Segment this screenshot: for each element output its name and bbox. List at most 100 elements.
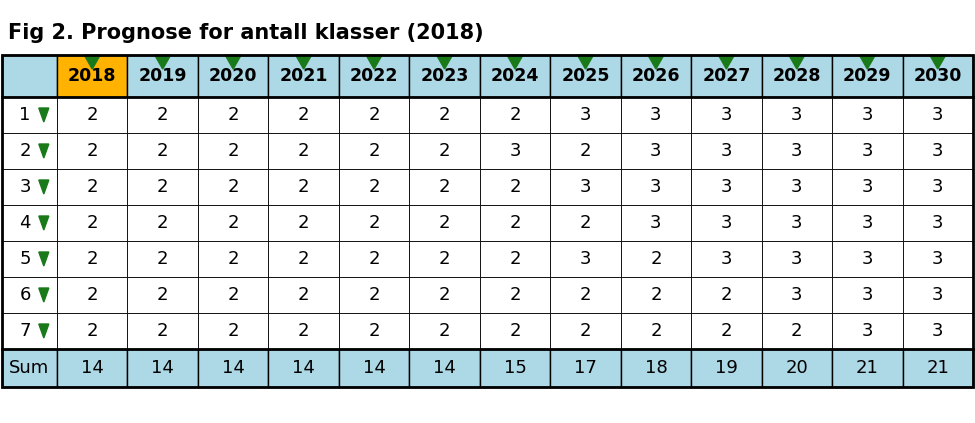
Text: 3: 3 <box>932 214 944 232</box>
Bar <box>550 349 621 387</box>
Bar <box>832 313 903 349</box>
Bar <box>198 133 268 169</box>
Bar <box>903 313 973 349</box>
Polygon shape <box>577 55 594 69</box>
Bar <box>339 55 409 97</box>
Polygon shape <box>225 55 241 69</box>
Bar <box>339 169 409 205</box>
Bar <box>268 97 339 133</box>
Bar <box>410 277 480 313</box>
Text: 3: 3 <box>650 142 662 160</box>
Bar <box>339 277 409 313</box>
Text: 2: 2 <box>509 106 521 124</box>
Bar <box>832 277 903 313</box>
Text: 2: 2 <box>227 214 239 232</box>
Text: 2018: 2018 <box>68 67 116 85</box>
Bar <box>2 169 57 205</box>
Polygon shape <box>155 55 171 69</box>
Polygon shape <box>39 144 49 158</box>
Text: 3: 3 <box>932 250 944 268</box>
Polygon shape <box>366 55 382 69</box>
Bar <box>128 55 198 97</box>
Bar <box>57 205 128 241</box>
Polygon shape <box>719 55 734 69</box>
Bar <box>2 55 973 387</box>
Text: 7: 7 <box>20 322 31 340</box>
Bar <box>621 169 691 205</box>
Text: 21: 21 <box>926 359 950 377</box>
Bar <box>691 205 761 241</box>
Bar <box>268 277 339 313</box>
Text: 14: 14 <box>433 359 456 377</box>
Bar <box>691 277 761 313</box>
Bar <box>198 169 268 205</box>
Text: 2: 2 <box>509 286 521 304</box>
Text: 2: 2 <box>227 322 239 340</box>
Text: 2027: 2027 <box>702 67 751 85</box>
Bar <box>480 55 550 97</box>
Text: 3: 3 <box>932 142 944 160</box>
Bar <box>480 241 550 277</box>
Text: 2: 2 <box>369 214 380 232</box>
Bar <box>268 133 339 169</box>
Text: 3: 3 <box>791 142 802 160</box>
Text: 2: 2 <box>87 142 98 160</box>
Bar <box>903 169 973 205</box>
Bar <box>268 205 339 241</box>
Text: 2: 2 <box>157 178 169 196</box>
Text: 2: 2 <box>227 250 239 268</box>
Text: 2: 2 <box>298 322 309 340</box>
Text: 3: 3 <box>509 142 521 160</box>
Text: 3: 3 <box>721 142 732 160</box>
Bar <box>691 349 761 387</box>
Bar <box>550 169 621 205</box>
Text: 2: 2 <box>157 250 169 268</box>
Text: 14: 14 <box>363 359 385 377</box>
Text: 2: 2 <box>157 142 169 160</box>
Bar <box>410 97 480 133</box>
Bar <box>691 55 761 97</box>
Text: 2: 2 <box>369 178 380 196</box>
Text: 3: 3 <box>20 178 31 196</box>
Text: 2: 2 <box>298 250 309 268</box>
Text: 2: 2 <box>509 178 521 196</box>
Bar <box>903 241 973 277</box>
Text: 3: 3 <box>862 250 873 268</box>
Text: 3: 3 <box>791 250 802 268</box>
Text: 2: 2 <box>439 214 450 232</box>
Text: 3: 3 <box>721 106 732 124</box>
Bar <box>480 205 550 241</box>
Text: 2: 2 <box>369 286 380 304</box>
Bar <box>128 349 198 387</box>
Text: 2: 2 <box>580 286 591 304</box>
Bar <box>2 313 57 349</box>
Polygon shape <box>84 55 100 69</box>
Bar <box>691 241 761 277</box>
Text: 2: 2 <box>87 214 98 232</box>
Bar <box>57 241 128 277</box>
Text: 2: 2 <box>20 142 31 160</box>
Bar <box>410 313 480 349</box>
Bar <box>761 55 832 97</box>
Text: 3: 3 <box>932 286 944 304</box>
Text: 2: 2 <box>87 250 98 268</box>
Text: 2028: 2028 <box>772 67 821 85</box>
Bar <box>480 169 550 205</box>
Bar <box>480 349 550 387</box>
Text: 14: 14 <box>221 359 245 377</box>
Text: 2: 2 <box>369 142 380 160</box>
Bar <box>2 241 57 277</box>
Bar <box>198 349 268 387</box>
Text: 3: 3 <box>932 178 944 196</box>
Text: 2: 2 <box>580 322 591 340</box>
Bar <box>410 205 480 241</box>
Text: 2: 2 <box>298 142 309 160</box>
Bar <box>198 241 268 277</box>
Bar <box>903 55 973 97</box>
Bar <box>339 349 409 387</box>
Bar <box>128 133 198 169</box>
Text: 2: 2 <box>369 322 380 340</box>
Text: 2025: 2025 <box>562 67 609 85</box>
Text: 2: 2 <box>439 142 450 160</box>
Bar <box>691 97 761 133</box>
